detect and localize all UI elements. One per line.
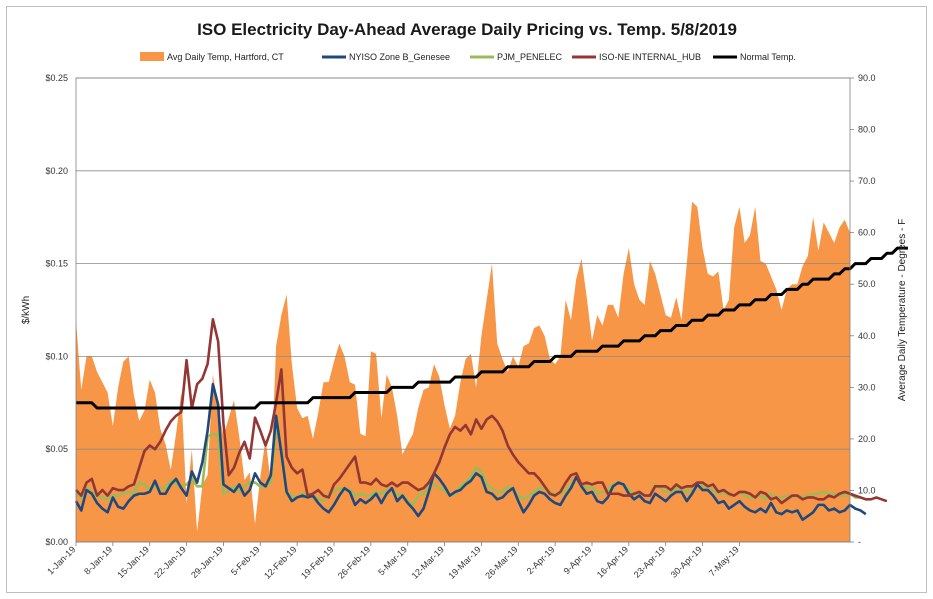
x-tick-label: 26-Mar-19 [483,544,519,580]
y-right-tick-label: 60.0 [858,228,876,238]
chart: ISO Electricity Day-Ahead Average Daily … [21,20,908,581]
y-left-tick-label: $0.05 [45,444,68,454]
y-left-tick-label: $0.15 [45,259,68,269]
x-tick-label: 12-Mar-19 [410,544,446,580]
x-tick-label: 15-Jan-19 [115,544,151,580]
legend-swatch [140,52,164,61]
y-right-tick-label: - [858,537,861,547]
y-left-tick-label: $0.10 [45,351,68,361]
legend-label: Normal Temp. [740,52,796,62]
x-tick-label: 19-Feb-19 [299,544,335,580]
plot-border [75,77,851,543]
legend-label: PJM_PENELEC [497,52,563,62]
x-tick-label: 30-Apr-19 [669,544,704,579]
x-tick-label: 29-Jan-19 [189,544,225,580]
legend-item-nyiso: NYISO Zone B_Genesee [322,52,450,62]
y-right-tick-label: 30.0 [858,382,876,392]
plot-area [74,77,908,543]
y-right-tick-label: 80.0 [858,125,876,135]
y-right-tick-label: 90.0 [858,73,876,83]
series-line-normal-temp [76,246,908,410]
legend-label: ISO-NE INTERNAL_HUB [599,52,701,62]
y-right-tick-label: 10.0 [858,485,876,495]
x-tick-label: 9-Apr-19 [562,544,594,576]
series-line-nyiso [74,382,867,522]
y-right-tick-label: 40.0 [858,331,876,341]
x-tick-label: 19-Mar-19 [446,544,482,580]
x-tick-label: 5-Mar-19 [376,544,409,577]
legend-item-isone: ISO-NE INTERNAL_HUB [572,52,701,62]
x-tick-label: 22-Jan-19 [152,544,188,580]
x-tick-label: 26-Feb-19 [336,544,372,580]
x-tick-label: 23-Apr-19 [632,544,667,579]
x-tick-label: 2-Apr-19 [525,544,557,576]
legend: Avg Daily Temp, Hartford, CT NYISO Zone B… [140,52,796,62]
legend-label: NYISO Zone B_Genesee [349,52,450,62]
x-tick-label: 16-Apr-19 [595,544,630,579]
y-right-tick-label: 20.0 [858,434,876,444]
legend-item-normal-temp: Normal Temp. [713,52,796,62]
series-line-isone [75,317,888,505]
y-left-tick-label: $0.25 [45,73,68,83]
y-left-tick-label: $0.00 [45,537,68,547]
legend-item-pjm: PJM_PENELEC [470,52,563,62]
y-left-tick-label: $0.20 [45,166,68,176]
y-right-tick-label: 50.0 [858,279,876,289]
legend-item-avg-temp: Avg Daily Temp, Hartford, CT [140,52,284,62]
legend-label: Avg Daily Temp, Hartford, CT [167,52,284,62]
chart-frame: ISO Electricity Day-Ahead Average Daily … [6,6,927,593]
x-tick-label: 8-Jan-19 [82,544,114,576]
y-axis-title-right: Average Daily Temperature - Degrees - F [897,219,908,402]
x-tick-label: 5-Feb-19 [229,544,262,577]
x-tick-label: 1-Jan-19 [45,544,77,576]
x-tick-label: 7-May-19 [707,544,741,578]
series-area-avg-daily-temp [76,201,850,543]
y-axis-title-left: $/kWh [21,296,32,324]
y-right-tick-label: 70.0 [858,176,876,186]
chart-title: ISO Electricity Day-Ahead Average Daily … [197,20,737,39]
x-tick-label: 12-Feb-19 [262,544,298,580]
